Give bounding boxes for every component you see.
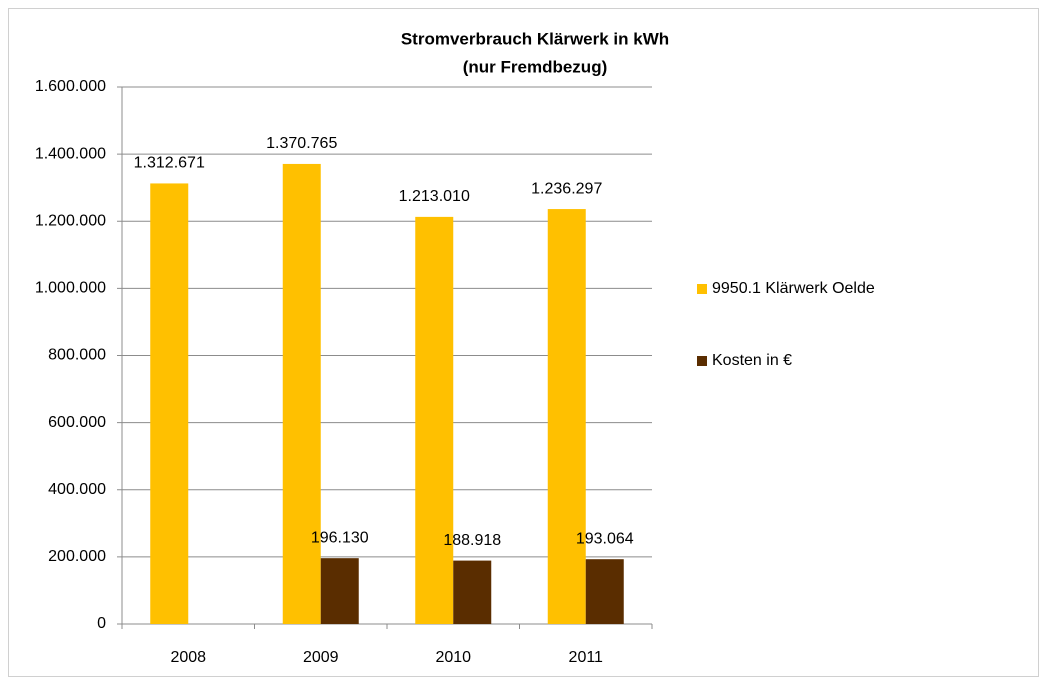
data-label: 193.064 bbox=[576, 530, 634, 547]
y-tick-label: 1.400.000 bbox=[35, 145, 106, 162]
bar bbox=[150, 183, 189, 624]
data-label: 1.312.671 bbox=[134, 155, 205, 172]
legend-swatch bbox=[697, 284, 707, 294]
bar bbox=[585, 559, 624, 624]
x-tick-label: 2010 bbox=[435, 649, 471, 666]
y-tick-label: 0 bbox=[97, 615, 106, 632]
bar bbox=[415, 216, 454, 624]
bar bbox=[453, 560, 492, 624]
y-tick-label: 400.000 bbox=[48, 481, 106, 498]
x-tick-label: 2009 bbox=[303, 649, 339, 666]
legend-label: 9950.1 Klärwerk Oelde bbox=[712, 280, 875, 297]
x-tick-label: 2011 bbox=[569, 649, 604, 666]
data-label: 1.370.765 bbox=[266, 135, 337, 152]
bar bbox=[282, 163, 321, 624]
legend-label: Kosten in € bbox=[712, 352, 792, 369]
data-label: 196.130 bbox=[311, 529, 369, 546]
chart-title: (nur Fremdbezug) bbox=[463, 57, 608, 76]
bar bbox=[320, 558, 359, 624]
data-label: 1.236.297 bbox=[531, 180, 602, 197]
y-tick-label: 200.000 bbox=[48, 548, 106, 565]
chart-title: Stromverbrauch Klärwerk in kWh bbox=[401, 29, 669, 48]
data-label: 1.213.010 bbox=[399, 188, 470, 205]
x-tick-label: 2008 bbox=[170, 649, 206, 666]
legend-swatch bbox=[697, 356, 707, 366]
y-tick-label: 600.000 bbox=[48, 414, 106, 431]
y-tick-label: 1.200.000 bbox=[35, 212, 106, 229]
y-tick-label: 800.000 bbox=[48, 347, 106, 364]
data-label: 188.918 bbox=[443, 532, 501, 549]
bar bbox=[547, 209, 586, 625]
y-tick-label: 1.600.000 bbox=[35, 78, 106, 95]
y-tick-label: 1.000.000 bbox=[35, 280, 106, 297]
